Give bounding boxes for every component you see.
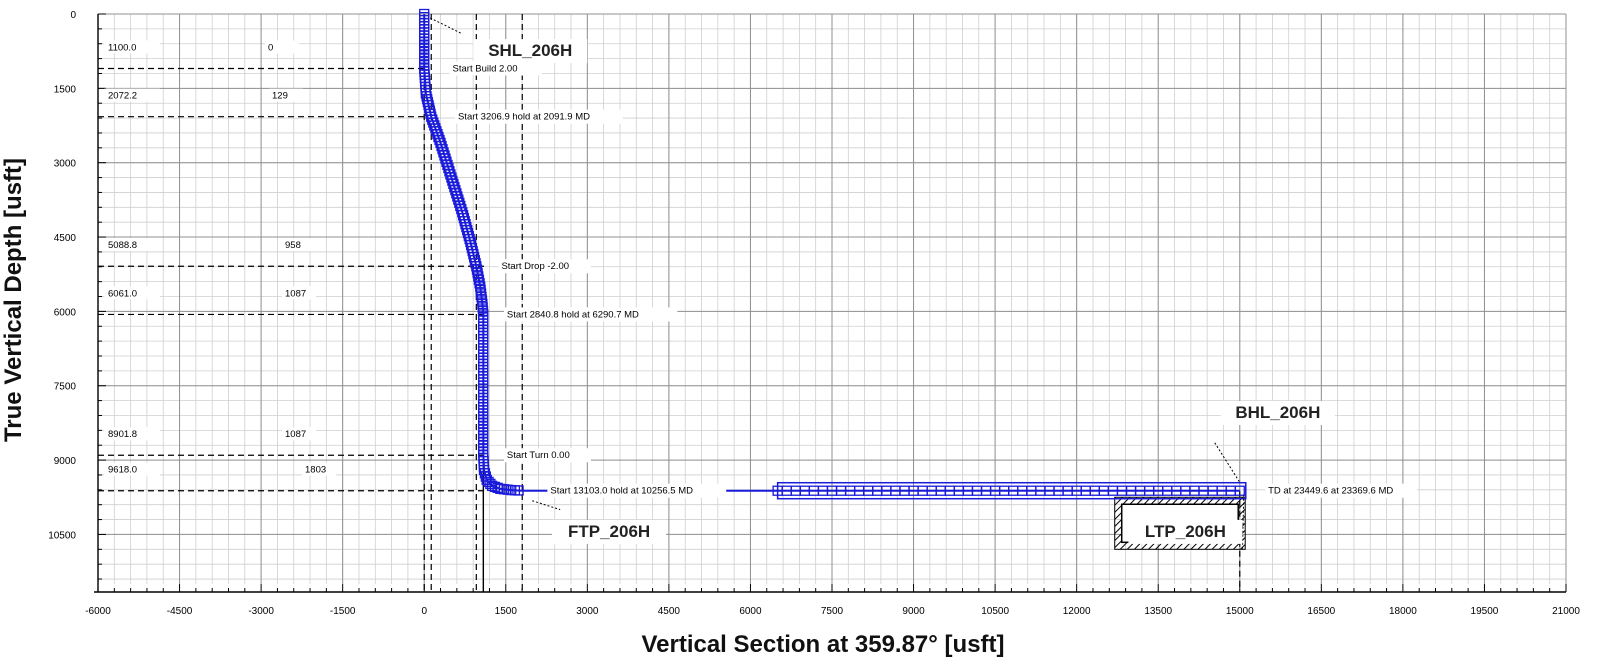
x-tick-label: 10500 xyxy=(981,606,1009,617)
tag-bg xyxy=(1128,519,1243,544)
annotation-bg xyxy=(503,307,678,322)
well-tag-label: LTP_206H xyxy=(1145,522,1226,541)
x-tick-label: 7500 xyxy=(821,606,844,617)
y-tick-label: 3000 xyxy=(54,159,77,170)
well-tag-label: FTP_206H xyxy=(568,522,650,541)
label-bg xyxy=(104,462,160,476)
well-path-marker xyxy=(472,267,483,279)
well-tag-label: BHL_206H xyxy=(1235,403,1320,422)
x-tick-label: -1500 xyxy=(330,606,356,617)
y-tick-label: 6000 xyxy=(54,307,77,318)
label-bg xyxy=(265,40,299,54)
annotation-label: Start 2840.8 hold at 6290.7 MD xyxy=(507,309,639,320)
tag-leader xyxy=(430,17,463,35)
tick-labels: -6000 -4500 -3000 -1500 0 1500 3000 4500 6000 750… xyxy=(48,10,1580,617)
vs-value-label: 1803 xyxy=(305,465,326,476)
annotation-label: Start 3206.9 hold at 2091.9 MD xyxy=(458,112,590,123)
series-well-path xyxy=(419,8,1247,500)
tvd-value-label: 6061.0 xyxy=(108,288,137,299)
tvd-value-label: 5088.8 xyxy=(108,240,137,251)
well-path-marker xyxy=(474,278,485,289)
well-path-marker xyxy=(492,482,503,493)
x-tick-label: 0 xyxy=(421,606,427,617)
x-tick-label: 3000 xyxy=(576,606,599,617)
vs-value-label: 0 xyxy=(268,43,273,54)
annotation-label: Start Build 2.00 xyxy=(453,64,518,75)
well-path-marker xyxy=(471,261,482,272)
annotation-label: Start Drop -2.00 xyxy=(501,261,569,272)
vs-value-label: 1087 xyxy=(285,288,306,299)
label-bg xyxy=(282,238,316,252)
well-path-marker xyxy=(1234,485,1245,496)
vs-value-label: 129 xyxy=(272,91,288,102)
x-tick-label: 16500 xyxy=(1307,606,1335,617)
tag-bg xyxy=(1220,400,1335,425)
well-path-marker xyxy=(470,258,481,269)
x-tick-label: 4500 xyxy=(658,606,681,617)
x-tick-label: -3000 xyxy=(248,606,274,617)
well-path-marker xyxy=(471,264,483,275)
label-bg xyxy=(104,286,160,300)
annotation-bg xyxy=(547,483,727,498)
tvd-value-label: 8901.8 xyxy=(108,429,137,440)
label-bg xyxy=(104,238,160,252)
well-path-marker xyxy=(513,485,524,496)
vs-value-label: 1087 xyxy=(285,429,306,440)
annotation-label: TD at 23449.6 at 23369.6 MD xyxy=(1268,486,1393,497)
tag-leader xyxy=(1241,494,1245,550)
annotation-bg xyxy=(1265,483,1417,498)
y-tick-label: 1500 xyxy=(54,84,77,95)
x-tick-label: -6000 xyxy=(85,606,111,617)
label-bg xyxy=(302,462,336,476)
tvd-value-label: 9618.0 xyxy=(108,465,137,476)
annotation-label: Start Turn 0.00 xyxy=(507,450,570,461)
well-tags: SHL_206H FTP_206H BHL_206H LTP_206H xyxy=(430,17,1335,550)
x-tick-label: 9000 xyxy=(902,606,925,617)
annotation-label: Start 13103.0 hold at 10256.5 MD xyxy=(550,486,693,497)
y-axis-label: True Vertical Depth [usft] xyxy=(0,158,27,442)
lateral-band xyxy=(776,481,1247,500)
well-path-marker xyxy=(478,464,490,476)
guide-lines: 1100.0 0 2072.2 129 5088.8 958 6061.0 1087 8901.… xyxy=(98,14,523,592)
tag-bg xyxy=(473,39,588,64)
y-tick-label: 7500 xyxy=(54,382,77,393)
y-tick-label: 9000 xyxy=(54,456,77,467)
x-tick-label: 19500 xyxy=(1471,606,1499,617)
tag-bg xyxy=(552,519,667,544)
annotation-bg xyxy=(454,109,623,124)
x-tick-label: 18000 xyxy=(1389,606,1417,617)
vs-value-label: 958 xyxy=(285,240,301,251)
axes xyxy=(94,13,1567,593)
well-path-marker xyxy=(473,274,485,285)
well-tag-label: SHL_206H xyxy=(488,41,572,60)
annotation-bg xyxy=(449,61,542,76)
x-tick-label: 6000 xyxy=(739,606,762,617)
y-tick-label: 10500 xyxy=(48,530,76,541)
label-bg xyxy=(269,88,303,102)
x-tick-label: 1500 xyxy=(495,606,518,617)
x-axis-label: Vertical Section at 359.87° [usft] xyxy=(641,631,1004,658)
x-tick-label: 21000 xyxy=(1552,606,1580,617)
annotation-bg xyxy=(503,448,591,463)
y-tick-label: 4500 xyxy=(54,233,77,244)
tvd-value-label: 1100.0 xyxy=(108,43,136,54)
tag-leader xyxy=(532,500,561,511)
label-bg xyxy=(282,427,316,441)
label-bg xyxy=(282,286,316,300)
x-tick-label: -4500 xyxy=(167,606,193,617)
well-path-marker xyxy=(473,271,484,282)
well-path-marker xyxy=(487,480,498,492)
y-tick-label: 0 xyxy=(70,10,76,21)
label-bg xyxy=(104,88,160,102)
label-bg xyxy=(104,427,160,441)
annotations: Start Build 2.00 Start 3206.9 hold at 209… xyxy=(449,61,1417,498)
x-tick-label: 13500 xyxy=(1144,606,1172,617)
x-tick-label: 12000 xyxy=(1063,606,1091,617)
label-bg xyxy=(104,40,160,54)
x-tick-label: 15000 xyxy=(1226,606,1254,617)
annotation-bg xyxy=(498,259,591,274)
tvd-value-label: 2072.2 xyxy=(108,91,137,102)
